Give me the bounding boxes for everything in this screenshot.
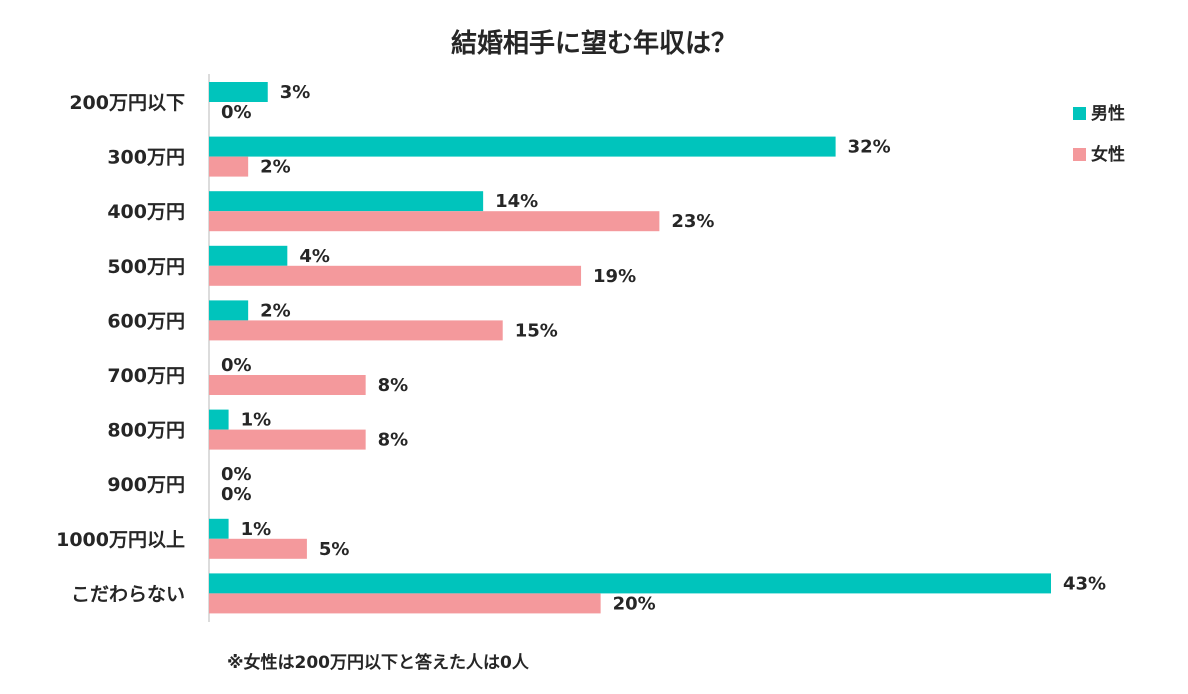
value-label-female: 2% [260,157,291,178]
category-label: 800万円 [107,420,185,442]
value-label-female: 5% [319,539,350,560]
chart-title: 結婚相手に望む年収は？ [451,28,737,59]
bar-male [209,573,1051,594]
bar-male [209,245,288,266]
legend-label-female: 女性 [1091,144,1125,165]
value-label-male: 2% [260,300,291,321]
value-label-female: 23% [671,211,714,232]
category-label: こだわらない [71,583,185,605]
category-label: 700万円 [107,365,185,387]
value-label-male: 0% [221,464,252,485]
bar-female [209,211,660,232]
bar-female [209,265,582,286]
bar-male [209,191,484,212]
value-label-female: 0% [221,484,252,505]
bar-male [209,300,249,321]
legend-swatch-male [1073,107,1086,120]
category-label: 600万円 [107,310,185,332]
category-label: 200万円以下 [69,92,185,114]
value-label-female: 0% [221,102,252,123]
bars-layer [209,82,1051,614]
value-label-male: 3% [280,82,311,103]
value-label-female: 15% [515,320,558,341]
category-label: 300万円 [107,147,185,169]
legend-swatch-female [1073,148,1086,161]
bar-female [209,429,366,450]
value-label-female: 20% [613,593,656,614]
category-labels: 200万円以下 300万円 400万円 500万円 600万円 700万円 800万円 900… [56,92,185,605]
category-label: 900万円 [107,474,185,496]
bar-male [209,82,268,102]
value-label-female: 19% [593,266,636,287]
bar-female [209,375,366,395]
value-labels: 3%0%32%2%14%23%4%19%2%15%0%8%1%8%0%0%1%5… [221,82,1106,614]
legend-label-male: 男性 [1091,103,1125,124]
legend: 男性 女性 [1073,103,1125,165]
bar-male [209,518,229,539]
bar-male [209,136,836,157]
category-label: 500万円 [107,256,185,278]
bar-female [209,538,307,559]
bar-male [209,409,229,430]
value-label-male: 14% [495,191,538,212]
value-label-male: 4% [299,246,330,267]
value-label-female: 8% [378,430,409,451]
category-label: 1000万円以上 [56,529,185,551]
value-label-male: 1% [241,410,272,431]
value-label-male: 1% [241,519,272,540]
value-label-male: 43% [1063,573,1106,594]
bar-female [209,593,601,614]
bar-female [209,156,249,177]
value-label-female: 8% [378,375,409,396]
category-label: 400万円 [107,201,185,223]
value-label-male: 0% [221,355,252,376]
bar-female [209,320,503,341]
value-label-male: 32% [848,137,891,158]
footnote: ※女性は200万円以下と答えた人は0人 [227,652,530,673]
